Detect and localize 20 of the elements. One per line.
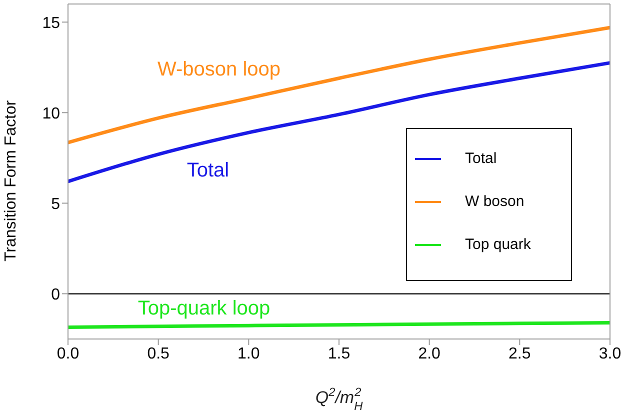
annotation: Top-quark loop <box>138 298 270 320</box>
x-tick-label: 2.0 <box>418 345 441 362</box>
y-tick-label: 10 <box>42 105 60 122</box>
legend-label: W boson <box>465 193 524 210</box>
y-tick-label: 15 <box>42 14 60 32</box>
x-tick-label: 0.0 <box>56 345 80 362</box>
y-axis-title: Transition Form Factor <box>2 100 20 262</box>
x-tick-label: 0.5 <box>147 345 170 362</box>
x-tick-label: 1.5 <box>328 345 350 362</box>
x-tick-label: 3.0 <box>598 345 622 362</box>
y-tick-label: 5 <box>51 196 60 213</box>
legend-label: Top quark <box>465 236 531 253</box>
x-tick-label: 2.5 <box>508 345 531 362</box>
line-series <box>68 26 610 144</box>
line-series <box>68 61 610 184</box>
annotation: W-boson loop <box>157 58 281 82</box>
x-tick-label: 1.0 <box>238 345 260 362</box>
annotation: Total <box>186 160 230 182</box>
legend-label: Total <box>465 150 497 167</box>
y-tick-label: 0 <box>51 286 60 304</box>
